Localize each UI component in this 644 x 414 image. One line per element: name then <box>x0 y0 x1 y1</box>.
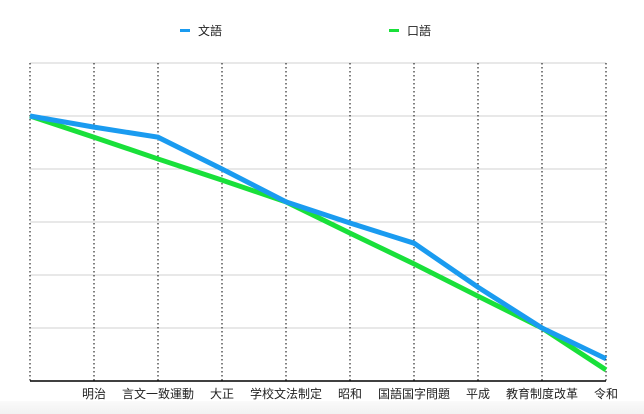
legend-label: 文語 <box>198 23 223 38</box>
x-tick-label: 明治 <box>82 387 106 401</box>
x-tick-label: 令和 <box>594 386 618 401</box>
legend-item-kougo[interactable]: 口語 <box>389 21 431 39</box>
series-line-bungo[interactable] <box>29 113 608 361</box>
chart-legend: 文語 口語 <box>0 21 644 39</box>
x-tick-label: 言文一致運動 <box>122 386 194 401</box>
x-tick-label: 昭和 <box>338 387 362 401</box>
x-tick-label: 学校文法制定 <box>250 386 322 401</box>
legend-label: 口語 <box>407 23 432 38</box>
legend-swatch-kougo-icon <box>389 28 399 32</box>
series-lines <box>29 113 608 372</box>
legend-swatch-bungo-icon <box>180 28 190 32</box>
x-axis-tick-labels: 明治 言文一致運動 大正 学校文法制定 昭和 国語国字問題 平成 教育制度改革 令和 <box>82 386 618 401</box>
series-line-kougo[interactable] <box>29 113 608 372</box>
x-tick-label: 大正 <box>210 387 234 401</box>
horizontal-gridlines <box>30 62 606 329</box>
x-tick-label: 教育制度改革 <box>506 386 578 401</box>
bottom-band <box>0 401 644 414</box>
x-tick-label: 平成 <box>466 387 490 401</box>
x-tick-label: 国語国字問題 <box>378 386 450 401</box>
legend-item-bungo[interactable]: 文語 <box>180 21 222 39</box>
